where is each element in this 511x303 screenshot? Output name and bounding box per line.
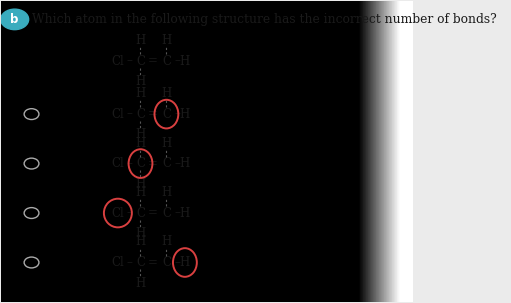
Text: =: = xyxy=(148,55,158,68)
Text: H: H xyxy=(161,186,172,199)
Text: =: = xyxy=(148,207,158,220)
Text: H: H xyxy=(135,235,146,248)
Text: H: H xyxy=(161,137,172,150)
Text: H: H xyxy=(180,108,190,121)
Text: C: C xyxy=(162,256,171,269)
Text: =: = xyxy=(148,108,158,121)
Text: Cl: Cl xyxy=(111,108,124,121)
Text: b: b xyxy=(11,13,19,26)
Text: –: – xyxy=(174,108,180,121)
Text: C: C xyxy=(136,256,145,269)
Text: Which atom in the following structure has the incorrect number of bonds?: Which atom in the following structure ha… xyxy=(32,13,496,26)
Text: –: – xyxy=(174,207,180,220)
Circle shape xyxy=(1,9,29,30)
Text: H: H xyxy=(135,34,146,47)
Text: =: = xyxy=(148,256,158,269)
Text: –: – xyxy=(127,55,133,68)
Text: Cl: Cl xyxy=(111,207,124,220)
Text: H: H xyxy=(161,235,172,248)
Text: H: H xyxy=(180,55,190,68)
Text: H: H xyxy=(135,87,146,100)
Text: H: H xyxy=(135,137,146,150)
Text: Cl: Cl xyxy=(111,55,124,68)
Text: H: H xyxy=(135,75,146,88)
Text: –: – xyxy=(174,157,180,170)
Text: C: C xyxy=(136,157,145,170)
Text: –: – xyxy=(127,108,133,121)
Text: Cl: Cl xyxy=(111,157,124,170)
Text: C: C xyxy=(162,55,171,68)
Text: H: H xyxy=(161,87,172,100)
Text: C: C xyxy=(136,108,145,121)
Text: =: = xyxy=(148,157,158,170)
Text: H: H xyxy=(135,178,146,191)
Text: C: C xyxy=(162,157,171,170)
Text: H: H xyxy=(180,256,190,269)
Text: –: – xyxy=(127,256,133,269)
Text: –: – xyxy=(127,207,133,220)
Text: C: C xyxy=(136,55,145,68)
Text: C: C xyxy=(162,108,171,121)
Text: –: – xyxy=(174,55,180,68)
Text: H: H xyxy=(135,128,146,141)
Text: –: – xyxy=(174,256,180,269)
Text: C: C xyxy=(136,207,145,220)
Text: H: H xyxy=(161,34,172,47)
Text: C: C xyxy=(162,207,171,220)
Text: H: H xyxy=(180,207,190,220)
Text: H: H xyxy=(135,277,146,289)
Text: H: H xyxy=(135,227,146,240)
Text: H: H xyxy=(180,157,190,170)
Text: H: H xyxy=(135,186,146,199)
Text: Cl: Cl xyxy=(111,256,124,269)
Text: –: – xyxy=(127,157,133,170)
